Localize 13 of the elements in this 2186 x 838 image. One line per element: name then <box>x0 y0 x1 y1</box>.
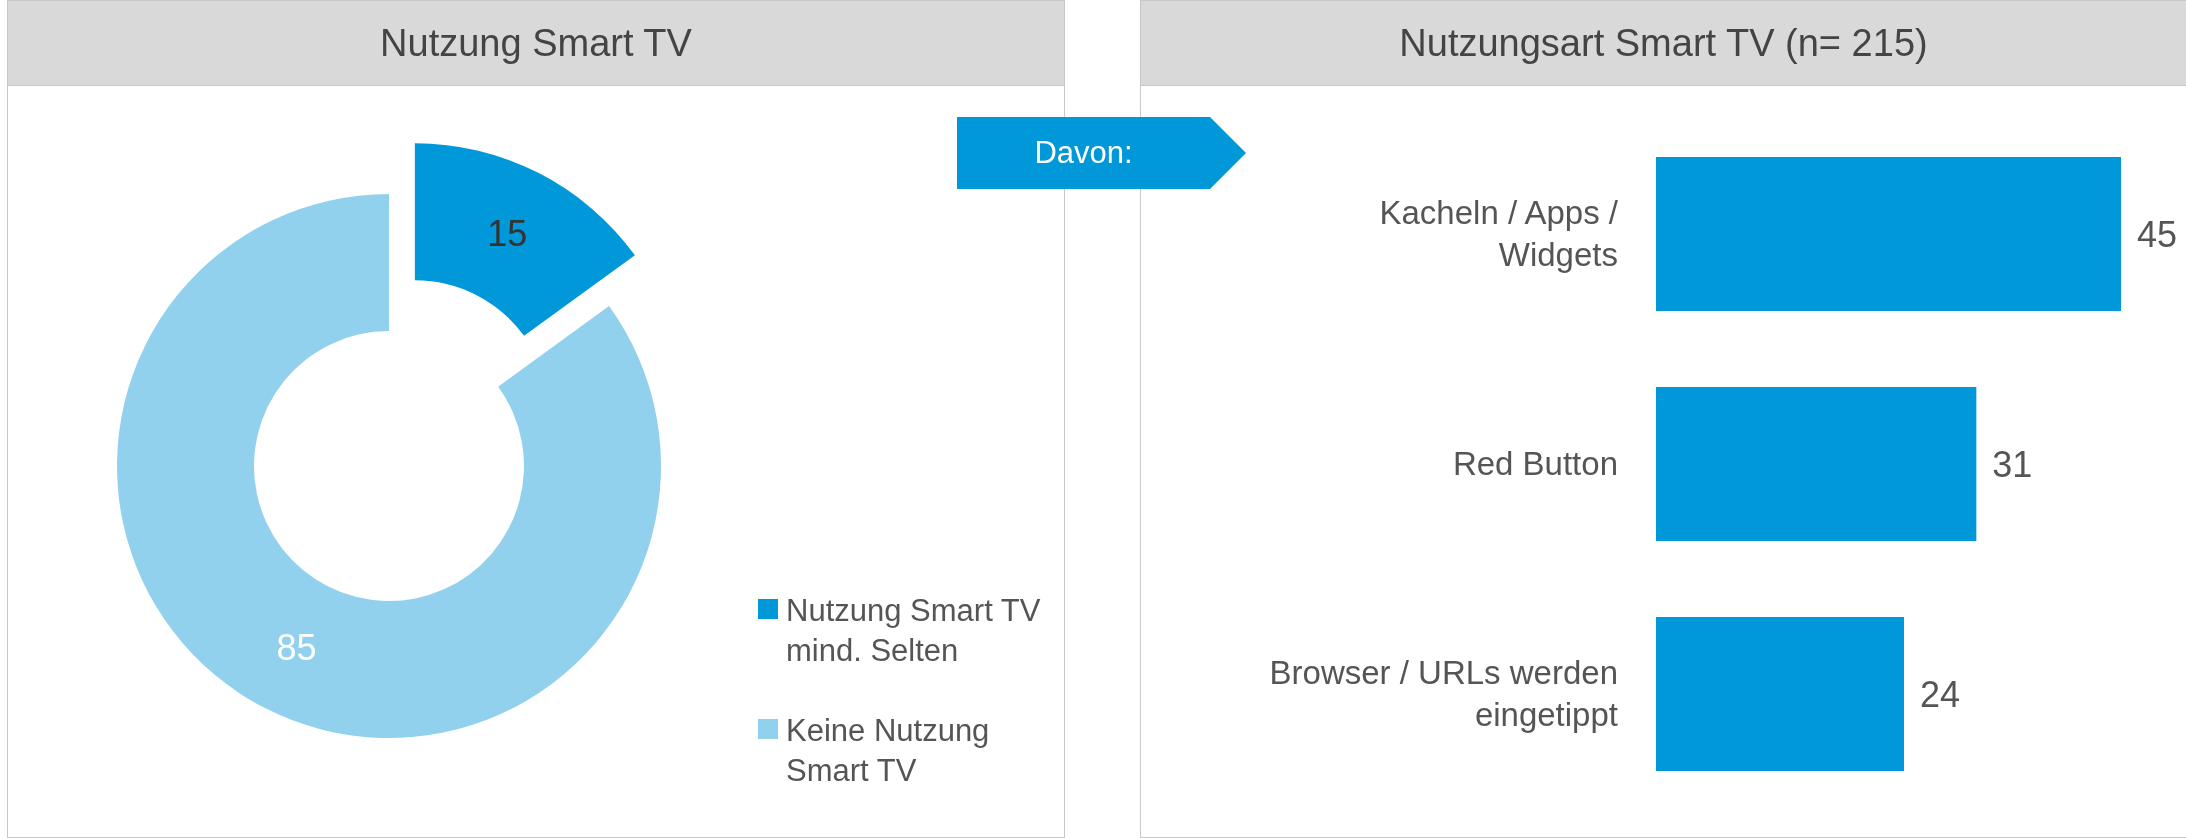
y-tick-label: Browser / URLs werden eingetippt <box>1269 654 1618 733</box>
y-tick-label: Red Button <box>1452 445 1618 482</box>
arrow-shape: Davon: <box>957 117 1246 189</box>
data-label: 45 <box>2137 213 2178 255</box>
legend-label: Nutzung Smart TV mind. Selten <box>786 592 1042 670</box>
y-tick-label: Kacheln / Apps / Widgets <box>1379 194 1619 273</box>
data-label: 85 <box>276 626 317 668</box>
legend-label: Keine Nutzung Smart TV <box>786 712 991 790</box>
data-label: 31 <box>1992 443 2033 485</box>
chart-title: Nutzung Smart TV <box>8 1 1064 86</box>
data-label: 24 <box>1920 673 1961 715</box>
data-label: 15 <box>487 213 528 255</box>
chart-title: Nutzungsart Smart TV (n= 215) <box>1141 1 2186 86</box>
